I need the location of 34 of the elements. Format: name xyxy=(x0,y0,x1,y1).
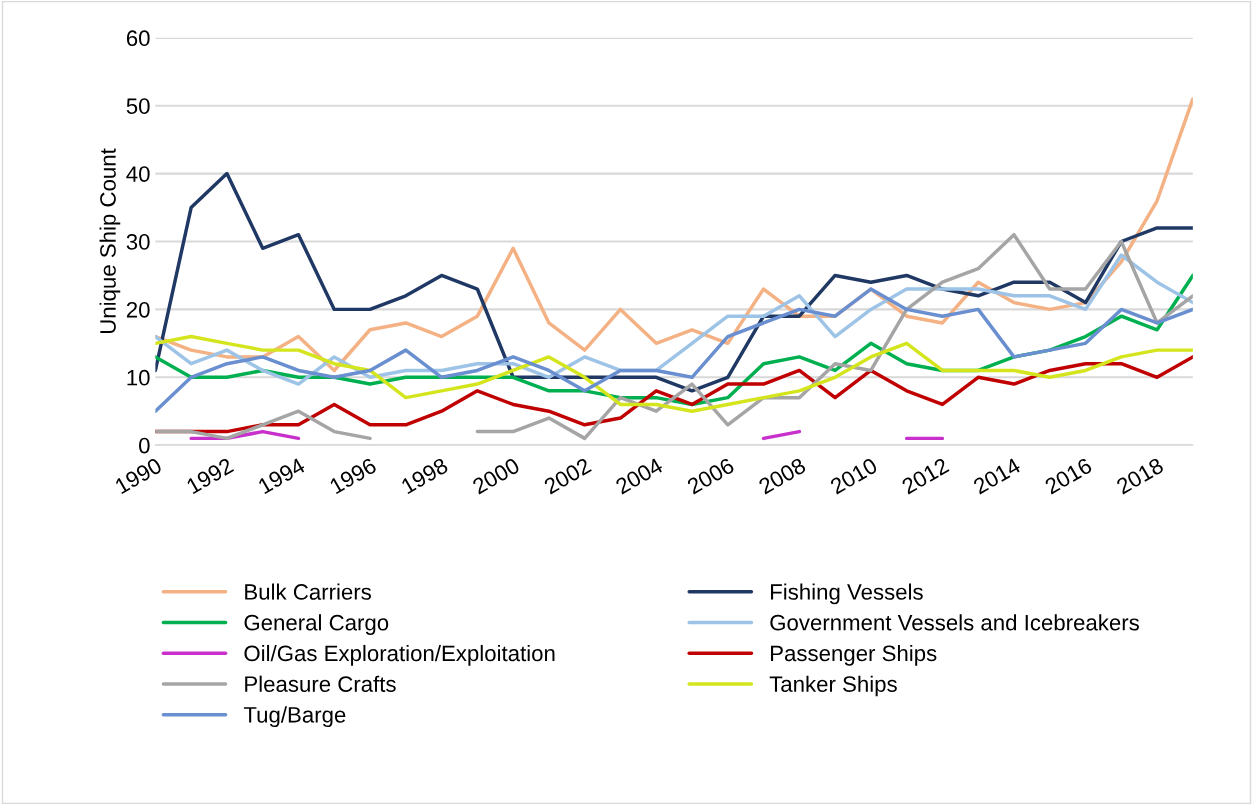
x-tick-label: 2014 xyxy=(972,457,1022,495)
legend-label: Bulk Carriers xyxy=(245,583,371,600)
y-tick-label: 0 xyxy=(139,437,150,454)
x-tick-label: 2000 xyxy=(471,457,521,495)
legend-label: Tanker Ships xyxy=(769,675,897,697)
y-axis-title: Unique Ship Count xyxy=(99,148,121,334)
line-series xyxy=(155,171,1193,393)
line-series xyxy=(155,334,1193,413)
x-tick-label: 1996 xyxy=(328,457,378,495)
legend-label: Oil/Gas Exploration/Exploitation xyxy=(244,644,555,666)
legend-label: General Cargo xyxy=(244,614,389,635)
legend-label: Fishing Vessels xyxy=(771,583,923,605)
x-tick-label: 2016 xyxy=(1043,457,1093,495)
x-tick-label: 1994 xyxy=(257,457,307,495)
y-tick-label: 10 xyxy=(127,369,150,386)
x-tick-label: 2010 xyxy=(829,457,879,495)
y-tick-label: 40 xyxy=(126,166,150,182)
legend-label: Government Vessels and Icebreakers xyxy=(770,614,1139,631)
legend-label: Tug/Barge xyxy=(243,706,346,728)
y-tick-label: 50 xyxy=(126,98,150,114)
y-tick-label: 30 xyxy=(126,234,150,250)
x-tick-label: 1998 xyxy=(400,457,449,495)
x-tick-label: 2018 xyxy=(1115,457,1165,495)
legend-label: Pleasure Crafts xyxy=(245,675,396,692)
legend-label: Passenger Ships xyxy=(771,644,937,666)
x-tick-label: 2008 xyxy=(757,457,807,495)
x-tick-label: 2006 xyxy=(686,457,736,495)
x-tick-label: 2004 xyxy=(614,457,664,495)
y-tick-label: 60 xyxy=(126,30,150,47)
x-tick-label: 1992 xyxy=(185,457,235,495)
x-tick-label: 2002 xyxy=(543,457,592,495)
x-tick-label: 1990 xyxy=(114,457,163,495)
y-tick-label: 20 xyxy=(126,301,150,318)
x-tick-label: 2012 xyxy=(900,457,950,495)
